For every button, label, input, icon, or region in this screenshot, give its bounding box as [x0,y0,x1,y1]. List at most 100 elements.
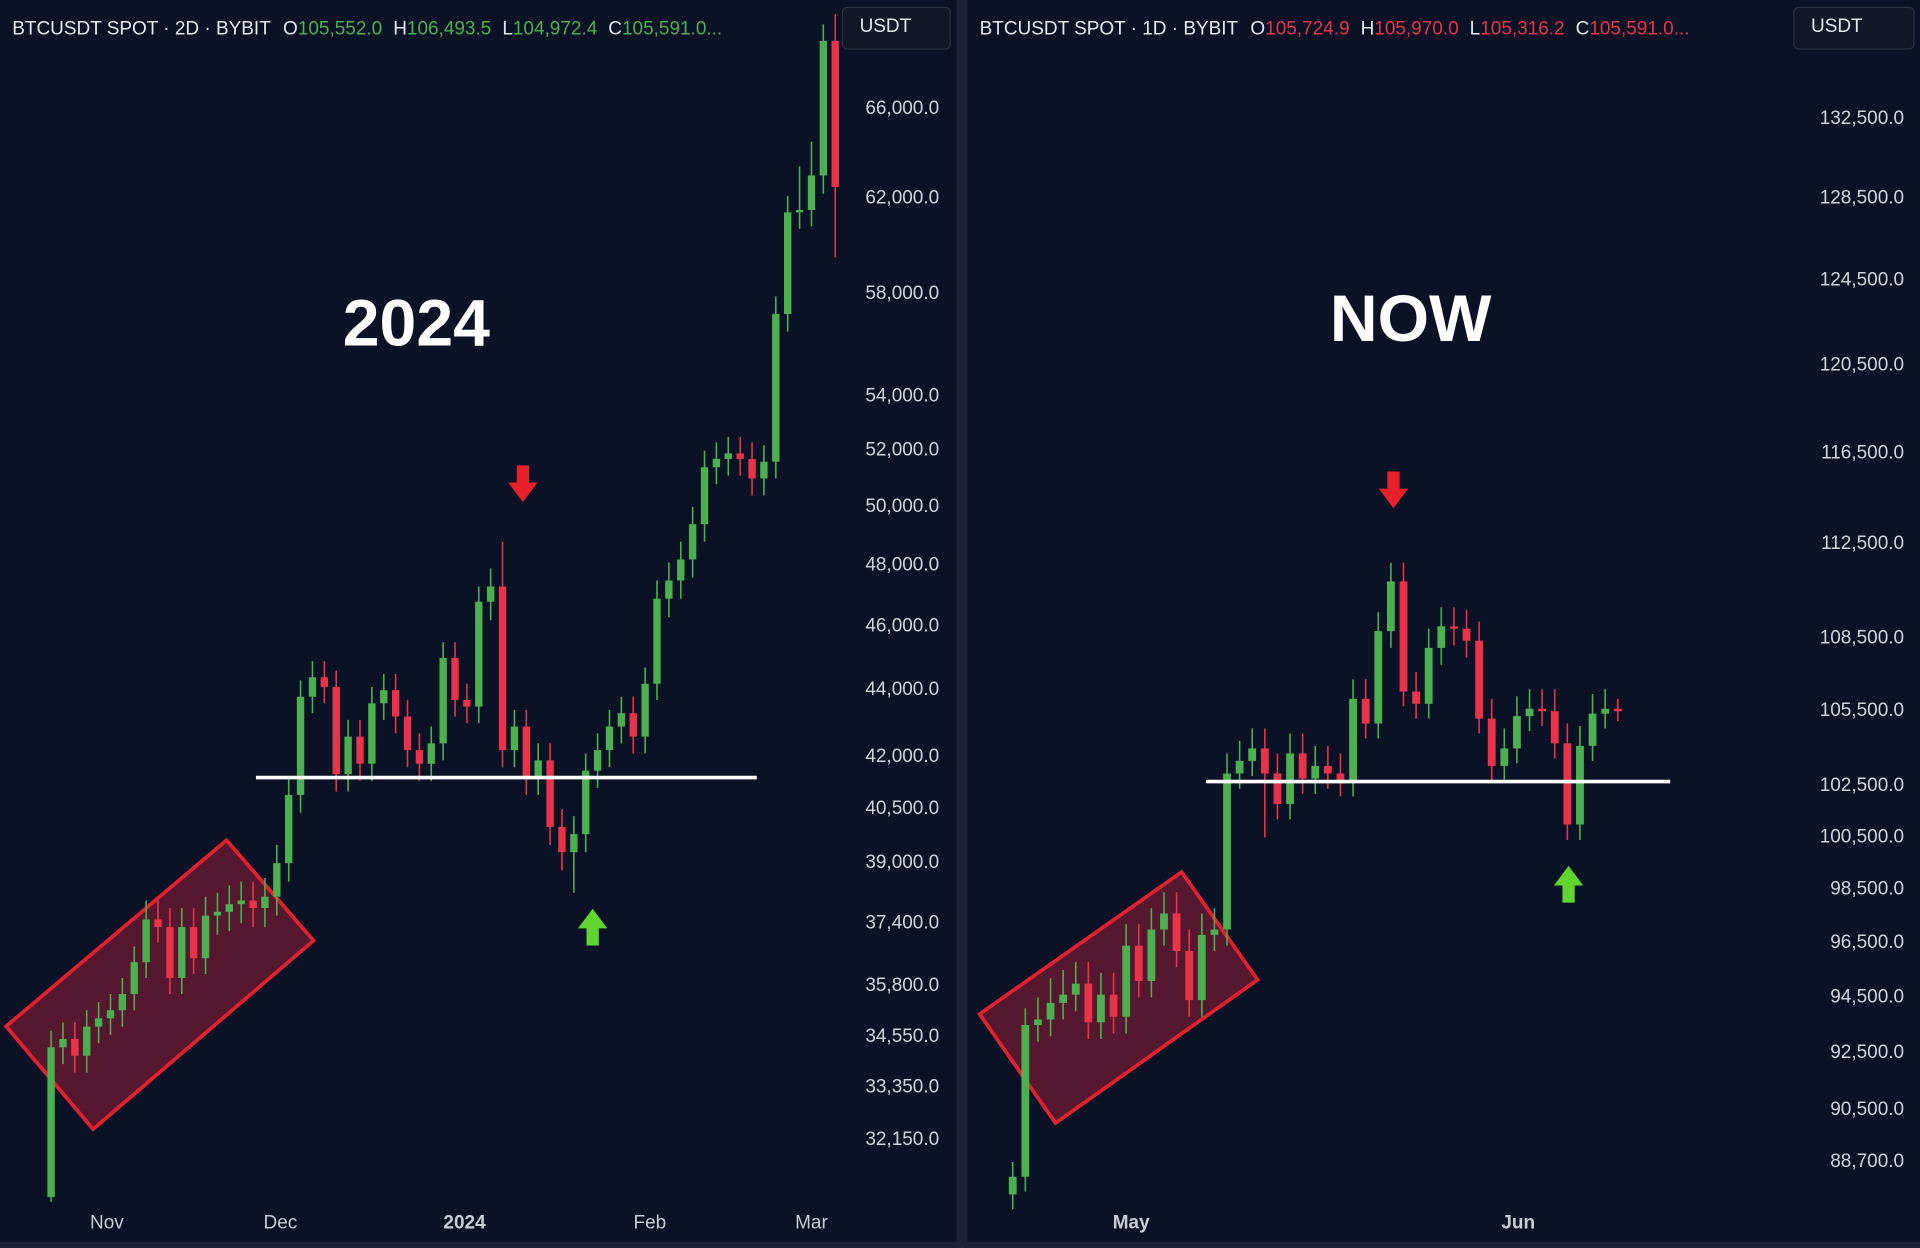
candle-body [285,794,293,864]
candle-body [629,713,637,737]
candle-body [1349,698,1357,782]
y-tick-label: 50,000.0 [865,496,939,517]
y-tick-label: 88,700.0 [1830,1151,1904,1172]
candle-body [142,919,150,963]
y-tick-label: 100,500.0 [1820,826,1904,847]
candle-body [47,1047,55,1198]
candle-body [1311,765,1320,779]
highlight-box [977,869,1261,1126]
y-tick-label: 90,500.0 [1830,1099,1904,1120]
candle-body [451,657,459,701]
candle-body [1034,1019,1042,1026]
candle-body [1248,748,1257,761]
candle-body [1437,626,1446,648]
candle-body [617,713,626,727]
candle-body [1223,773,1231,930]
candle-body [641,683,649,737]
y-tick-label: 120,500.0 [1820,355,1904,376]
candle-body [1588,713,1597,746]
y-tick-label: 48,000.0 [865,554,939,575]
candle-body [391,690,400,717]
candle-body [118,994,127,1011]
candle-body [1235,760,1244,774]
candle-body [71,1039,79,1056]
candle-body [463,700,471,707]
candle-body [320,677,329,687]
y-tick-label: 42,000.0 [865,746,939,767]
candle-body [700,467,709,525]
candle-body [368,703,376,764]
candle-body [356,736,364,764]
candle-body [237,900,245,905]
candle-body [1197,934,1206,1001]
candle-body [1147,929,1156,981]
candle-body [1109,994,1118,1017]
candle-body [653,598,661,684]
candle-body [1361,698,1370,724]
candle-body [582,770,590,835]
ohlc-value: 106,493.5 [407,18,491,39]
candle-body [1500,748,1509,766]
currency-label: USDT [860,16,912,37]
candle-body [760,461,768,479]
y-tick-label: 108,500.0 [1820,627,1904,648]
candle-body [486,586,495,602]
y-tick-label: 37,400.0 [865,912,939,933]
candle-body [498,586,507,751]
candle-body [59,1039,67,1048]
y-tick-label: 62,000.0 [865,187,939,208]
candle-body [510,726,519,751]
candle-body [1084,983,1093,1023]
x-tick-label: Jun [1501,1213,1535,1234]
ohlc-label: C [608,18,622,39]
y-tick-label: 54,000.0 [865,386,939,407]
candle-body [273,863,281,897]
candle-body [1336,773,1345,782]
candle-body [784,212,792,314]
candle-body [1210,929,1219,935]
candle-body [439,657,447,744]
y-tick-label: 52,000.0 [865,440,939,461]
candle-body [1424,647,1433,704]
candle-body [1386,581,1395,632]
candle-body [724,453,732,459]
candle-body [427,743,435,764]
candle-body [1475,640,1484,719]
header: BTCUSDT SPOT · 1D · BYBIT O105,724.9 H105,… [980,18,1690,39]
ohlc-label: H [393,18,407,39]
panel-divider [956,0,968,1248]
candle-body [344,736,352,775]
candle-body [1550,711,1559,744]
candle-body [1323,765,1332,774]
y-tick-label: 33,350.0 [865,1077,939,1098]
x-tick-label: Feb [634,1213,667,1234]
candle-body [1273,773,1282,804]
candle-body [665,580,673,599]
ohlc-value: 105,591.0... [622,18,722,39]
ohlc-label: C [1576,18,1590,39]
candle-body [688,524,697,560]
candle-body [1412,691,1420,704]
candle-body [570,834,578,853]
y-tick-label: 132,500.0 [1820,108,1904,129]
candle-body [178,927,186,978]
ohlc-value: 105,316.2 [1480,18,1564,39]
y-tick-label: 105,500.0 [1820,700,1904,721]
candle-body [1298,753,1307,779]
candle-body [558,826,566,853]
candle-body [225,904,233,912]
candle-body [1097,994,1105,1023]
x-tick-label: May [1113,1213,1150,1234]
ohlc-value: 105,552.0 [298,18,382,39]
candle-body [795,210,804,213]
currency-box [1793,6,1915,50]
y-tick-label: 116,500.0 [1821,442,1904,463]
y-tick-label: 40,500.0 [865,798,939,819]
candle-body [94,1018,103,1027]
x-tick-label: Mar [795,1213,828,1234]
candle-body [1513,716,1521,749]
candle-body [380,690,388,704]
candle-body [83,1026,91,1056]
candle-body [1172,913,1181,952]
down-arrow [1378,471,1409,509]
